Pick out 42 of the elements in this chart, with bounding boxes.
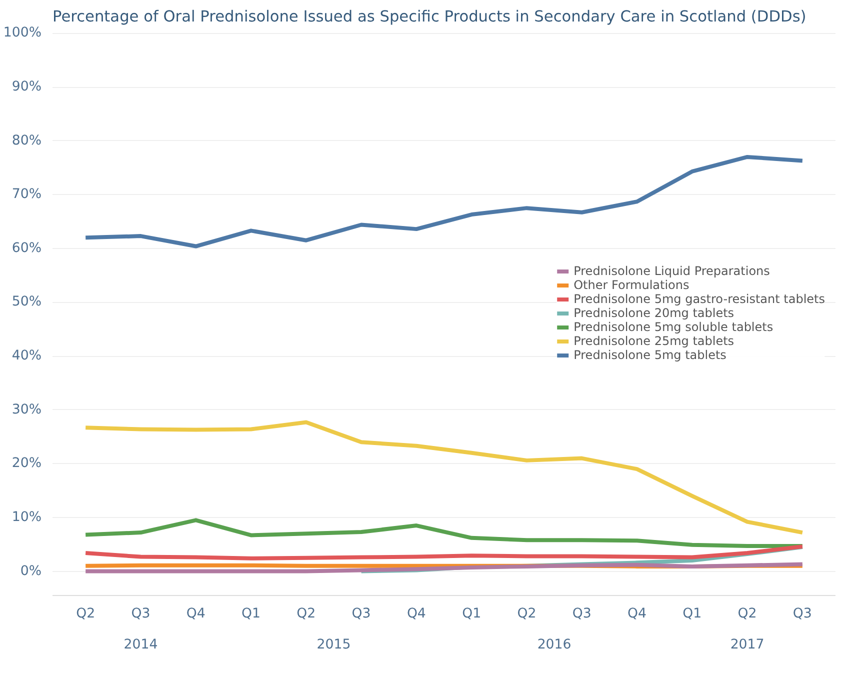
- x-tick-label: Q4: [186, 606, 206, 622]
- y-tick-label: 90%: [12, 80, 42, 94]
- x-tick-label: Q4: [406, 606, 426, 622]
- line-series: [84, 154, 804, 248]
- text: 2014: [124, 638, 158, 652]
- x-tick-label: Q1: [242, 606, 261, 622]
- x-tick-label: Q2: [738, 606, 757, 622]
- y-tick-label: 40%: [12, 348, 42, 364]
- legend-label: Prednisolone 5mg tablets: [574, 348, 726, 362]
- x-tick-label: Q3: [572, 606, 592, 622]
- y-tick-label: 80%: [12, 133, 42, 148]
- legend-label: Other Formulations: [574, 278, 690, 292]
- y-tick-label: 0%: [20, 564, 42, 579]
- legend-label: Prednisolone 20mg tablets: [574, 306, 734, 320]
- y-tick-label: 30%: [12, 402, 42, 418]
- x-tick-label: Q3: [352, 606, 371, 622]
- text: 2017: [730, 638, 764, 652]
- y-tick-label: 10%: [12, 510, 42, 525]
- chart-title: Percentage of Oral Prednisolone Issued as Specific Products in Secondary Care in Scotland (DDDs): [52, 8, 806, 26]
- line-series: [84, 518, 804, 548]
- text: 2016: [537, 638, 572, 652]
- y-tick-label: 60%: [12, 240, 42, 256]
- x-tick-label: Q3: [131, 606, 150, 622]
- x-tick-label: Q2: [296, 606, 316, 622]
- text: 2015: [316, 638, 351, 652]
- legend-label: Prednisolone 25mg tablets: [574, 334, 734, 348]
- x-tick-label: Q1: [462, 606, 482, 622]
- y-tick-label: 20%: [12, 456, 42, 472]
- x-tick-label: Q3: [792, 606, 812, 622]
- x-tick-label: Q4: [628, 606, 646, 622]
- y-tick-label: 70%: [12, 187, 42, 202]
- x-tick-label: Q1: [682, 606, 702, 622]
- x-tick-label: Q2: [76, 606, 96, 622]
- y-tick-label: 50%: [12, 294, 42, 310]
- line-series: [84, 544, 804, 560]
- legend-label: Prednisolone 5mg soluble tablets: [574, 320, 774, 334]
- legend-label: Prednisolone 5mg gastro-resistant tablets: [574, 292, 825, 306]
- y-tick-label: 100%: [3, 26, 42, 41]
- x-tick-label: Q2: [517, 606, 536, 622]
- line-series: [84, 420, 804, 535]
- line-series: [84, 562, 804, 574]
- legend-label: Prednisolone Liquid Preparations: [574, 264, 770, 278]
